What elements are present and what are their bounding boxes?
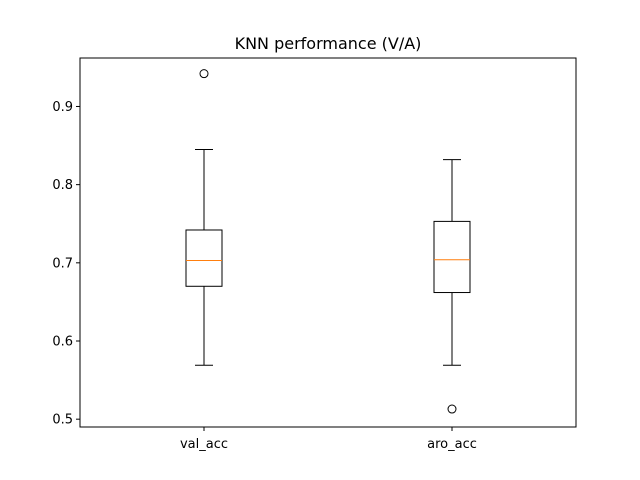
axes-frame (79, 57, 577, 428)
y-tick-label: 0.8 (52, 178, 73, 193)
chart-title: KNN performance (V/A) (235, 34, 422, 53)
outlier-point (447, 404, 457, 414)
y-tick-label: 0.7 (52, 256, 73, 271)
x-tick-label: val_acc (180, 437, 228, 452)
y-tick-label: 0.9 (52, 100, 73, 115)
plot-marks: 0.5 0.6 0.7 0.8 0.9 val_acc aro_acc (52, 69, 477, 452)
box-iqr (185, 229, 223, 287)
box-iqr (433, 220, 471, 294)
y-tick-label: 0.5 (52, 413, 73, 428)
y-tick-label: 0.6 (52, 335, 73, 350)
x-tick-label: aro_acc (427, 437, 477, 452)
outlier-point (199, 69, 209, 79)
